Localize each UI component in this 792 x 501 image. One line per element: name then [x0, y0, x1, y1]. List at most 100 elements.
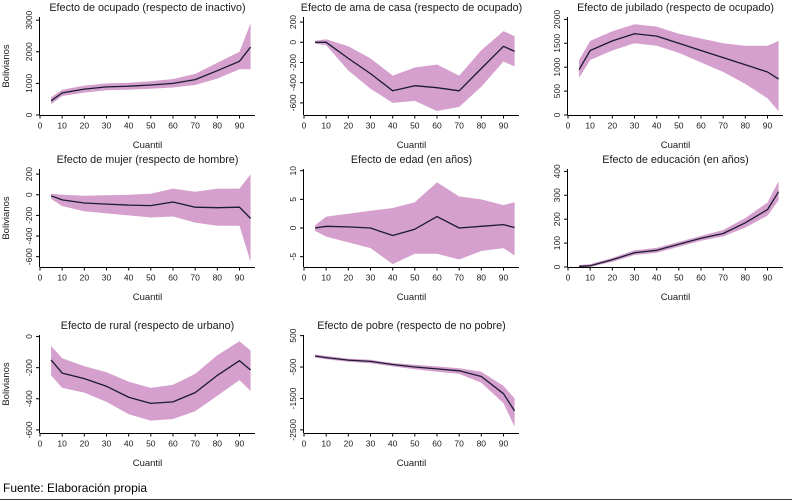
x-tick-label: 80 [213, 121, 223, 131]
chart-canvas-ama-de-casa: 0 10 20 30 40 50 60 70 80 90 -600 -400 -200 0 200Efect… [288, 2, 522, 151]
x-tick-label: 0 [38, 439, 43, 449]
y-tick-label: -400 [24, 227, 34, 244]
x-tick-label: 60 [432, 273, 442, 283]
x-tick-label: 40 [388, 273, 398, 283]
confidence-band [51, 23, 251, 105]
chart-canvas-edad: 0 10 20 30 40 50 60 70 80 90 -5 0 5 10 Efecto de edad … [288, 154, 519, 303]
x-tick-label: 50 [674, 273, 684, 283]
x-tick-label: 80 [477, 121, 487, 131]
y-axis-label: Bolivianos [1, 196, 12, 240]
x-tick-label: 50 [410, 121, 420, 131]
x-tick-label: 80 [213, 439, 223, 449]
estimate-line [315, 215, 515, 237]
chart-canvas-rural: 0 10 20 30 40 50 60 70 80 90 -600 -400 -200 0 Efecto d… [1, 320, 255, 469]
x-axis-label: Cuantil [397, 292, 427, 303]
x-tick-label: 90 [499, 273, 509, 283]
confidence-band [315, 182, 515, 265]
x-tick-label: 20 [80, 273, 90, 283]
chart-title: Efecto de mujer (respecto de hombre) [57, 154, 239, 166]
x-tick-label: 60 [432, 439, 442, 449]
y-tick-label: 1000 [24, 74, 34, 93]
chart-canvas-mujer: 0 10 20 30 40 50 60 70 80 90 -600 -400 -200 0 200 Efect… [1, 154, 255, 303]
x-tick-label: 20 [344, 121, 354, 131]
x-tick-label: 70 [454, 121, 464, 131]
y-tick-label: 0 [288, 225, 298, 230]
x-tick-label: 20 [80, 121, 90, 131]
y-tick-label: 0 [552, 112, 562, 117]
x-tick-label: 60 [168, 121, 178, 131]
x-tick-label: 10 [321, 121, 331, 131]
estimate-line [50, 46, 252, 102]
x-tick-label: 0 [566, 273, 571, 283]
x-tick-label: 40 [124, 273, 134, 283]
y-tick-label: 0 [24, 112, 34, 117]
x-tick-label: 40 [124, 439, 134, 449]
y-tick-label: -200 [288, 54, 298, 71]
y-tick-label: -5 [288, 253, 298, 261]
y-tick-label: 300 [552, 188, 562, 202]
source-note: Fuente: Elaboración propia [3, 481, 148, 495]
x-tick-label: 30 [102, 439, 112, 449]
confidence-band [51, 174, 251, 262]
y-tick-label: 0 [24, 334, 34, 339]
y-tick-label: 0 [552, 264, 562, 269]
estimate-line [315, 41, 515, 92]
estimate-line [578, 33, 779, 80]
y-tick-label: -200 [24, 359, 34, 376]
y-tick-label: 3000 [24, 10, 34, 29]
charts-grid: 0 10 20 30 40 50 60 70 80 90 0 1000 2000 3000 Efecto d… [0, 0, 792, 470]
y-tick-label: -400 [24, 390, 34, 407]
confidence-band [579, 181, 779, 267]
chart-efecto-pobre: 0 10 20 30 40 50 60 70 80 90 -2500 -1500 -500 500 Efec… [264, 318, 528, 470]
chart-title: Efecto de jubilado (respecto de ocupado) [577, 2, 774, 14]
chart-canvas-educacion: 0 10 20 30 40 50 60 70 80 90 0 100 200 300 400 Efecto d… [552, 154, 783, 303]
x-tick-label: 20 [344, 439, 354, 449]
x-tick-label: 30 [102, 121, 112, 131]
x-tick-label: 60 [696, 273, 706, 283]
chart-efecto-ocupado: 0 10 20 30 40 50 60 70 80 90 0 1000 2000 3000 Efecto d… [0, 0, 264, 152]
x-tick-label: 90 [235, 273, 245, 283]
y-tick-label: 0 [288, 40, 298, 45]
chart-efecto-ama-de-casa: 0 10 20 30 40 50 60 70 80 90 -600 -400 -200 0 200 Efect… [264, 0, 528, 152]
x-tick-label: 20 [608, 273, 618, 283]
x-tick-label: 50 [674, 121, 684, 131]
chart-title: Efecto de educación (en años) [602, 154, 748, 166]
chart-efecto-rural: 0 10 20 30 40 50 60 70 80 90 -600 -400 -200 0 Efecto d… [0, 318, 264, 470]
x-tick-label: 40 [388, 121, 398, 131]
y-tick-label: -400 [288, 74, 298, 91]
x-tick-label: 10 [321, 439, 331, 449]
y-tick-label: 500 [552, 84, 562, 98]
x-tick-label: 0 [566, 121, 571, 131]
y-tick-label: 200 [288, 15, 298, 29]
x-tick-label: 30 [630, 121, 640, 131]
x-tick-label: 70 [190, 439, 200, 449]
y-tick-label: 200 [24, 167, 34, 181]
x-tick-label: 0 [38, 273, 43, 283]
x-axis-label: Cuantil [133, 458, 163, 469]
x-tick-label: 60 [432, 121, 442, 131]
y-tick-label: 2000 [552, 10, 562, 29]
x-tick-label: 70 [454, 273, 464, 283]
x-tick-label: 30 [366, 439, 376, 449]
x-tick-label: 50 [146, 273, 156, 283]
y-tick-label: 2000 [24, 42, 34, 61]
x-tick-label: 10 [321, 273, 331, 283]
x-axis-label: Cuantil [133, 292, 163, 303]
chart-efecto-edad: 0 10 20 30 40 50 60 70 80 90 -5 0 5 10 Efecto de edad … [264, 152, 528, 304]
x-tick-label: 90 [499, 121, 509, 131]
y-axis-label: Bolivianos [1, 362, 12, 406]
x-axis-label: Cuantil [397, 458, 427, 469]
x-tick-label: 0 [302, 121, 307, 131]
x-tick-label: 80 [477, 273, 487, 283]
x-tick-label: 50 [410, 439, 420, 449]
x-tick-label: 90 [763, 121, 773, 131]
x-tick-label: 20 [608, 121, 618, 131]
y-tick-label: 5 [288, 197, 298, 202]
confidence-band [51, 341, 251, 421]
x-axis-label: Cuantil [661, 140, 691, 151]
chart-canvas-pobre: 0 10 20 30 40 50 60 70 80 90 -2500 -1500 -500 500 Efec… [288, 320, 519, 469]
chart-title: Efecto de ama de casa (respecto de ocupa… [301, 2, 522, 14]
chart-efecto-educacion: 0 10 20 30 40 50 60 70 80 90 0 100 200 300 400 Efecto d… [528, 152, 792, 304]
x-tick-label: 30 [630, 273, 640, 283]
